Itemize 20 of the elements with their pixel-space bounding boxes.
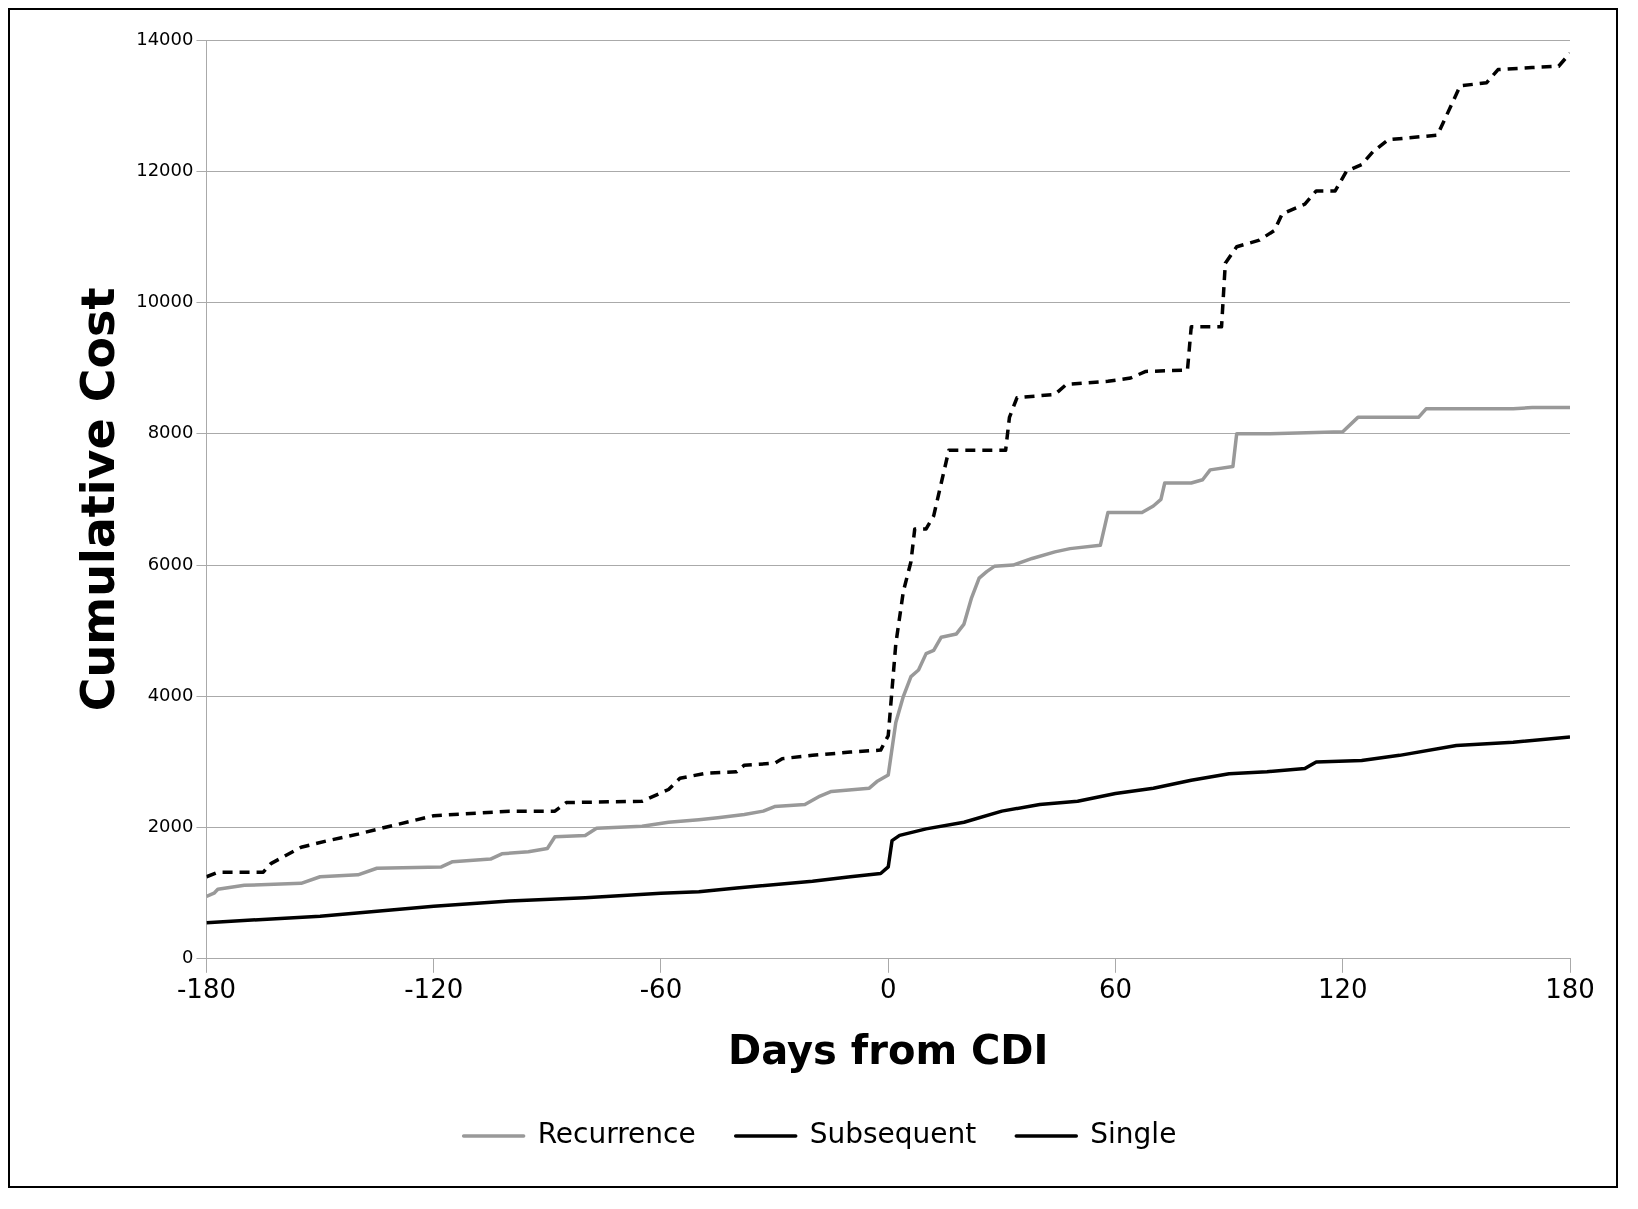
y-tick-label: 4000 <box>147 683 194 705</box>
y-tick-label: 12000 <box>136 158 194 180</box>
x-tick-label: -60 <box>639 974 683 1005</box>
legend-label: Recurrence <box>537 1117 696 1151</box>
x-tick-label: 180 <box>1545 974 1595 1005</box>
y-tick-label: 2000 <box>147 815 194 837</box>
x-tick-label: -120 <box>404 974 464 1005</box>
y-axis-title: Cumulative Cost <box>70 287 125 712</box>
x-axis-title: Days from CDI <box>728 1027 1049 1074</box>
y-tick-label: 14000 <box>136 27 194 49</box>
legend-label: Single <box>1090 1117 1177 1151</box>
y-tick-label: 8000 <box>147 421 194 443</box>
x-tick-label: -180 <box>176 974 236 1005</box>
y-tick-label: 10000 <box>136 290 194 312</box>
y-tick-label: 6000 <box>147 552 194 574</box>
x-tick-label: 120 <box>1317 974 1368 1005</box>
legend-label: Subsequent <box>809 1117 977 1151</box>
x-tick-label: 60 <box>1098 974 1133 1005</box>
y-tick-label: 0 <box>182 946 194 968</box>
x-tick-label: 0 <box>879 974 897 1005</box>
